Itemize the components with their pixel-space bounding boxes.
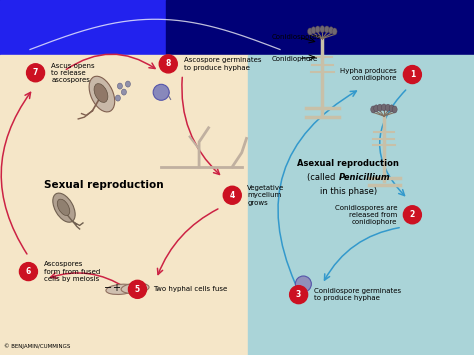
Ellipse shape xyxy=(53,193,75,222)
Ellipse shape xyxy=(89,76,115,112)
Ellipse shape xyxy=(328,27,334,34)
Text: 7: 7 xyxy=(33,68,38,77)
Circle shape xyxy=(290,286,308,304)
Text: 8: 8 xyxy=(165,59,171,69)
Circle shape xyxy=(19,263,37,280)
Ellipse shape xyxy=(374,105,379,112)
Text: Ascospore germinates
to produce hyphae: Ascospore germinates to produce hyphae xyxy=(184,57,262,71)
Text: Conidiospore germinates
to produce hyphae: Conidiospore germinates to produce hypha… xyxy=(314,288,401,301)
Text: 6: 6 xyxy=(26,267,31,276)
Ellipse shape xyxy=(118,83,122,89)
Text: Penicillium: Penicillium xyxy=(338,173,390,182)
Text: Conidiospores are
released from
conidiophore: Conidiospores are released from conidiop… xyxy=(335,204,397,225)
Ellipse shape xyxy=(389,105,394,112)
Bar xyxy=(0,0,474,55)
Text: Conidiophore: Conidiophore xyxy=(271,56,318,61)
Ellipse shape xyxy=(385,104,391,111)
Text: Asexual reproduction: Asexual reproduction xyxy=(298,159,399,168)
Ellipse shape xyxy=(371,106,376,113)
Ellipse shape xyxy=(121,283,149,293)
Ellipse shape xyxy=(315,26,320,33)
Text: +: + xyxy=(112,283,119,293)
Text: Ascus opens
to release
ascospores: Ascus opens to release ascospores xyxy=(51,62,95,83)
Circle shape xyxy=(403,206,421,224)
Ellipse shape xyxy=(332,28,337,35)
Text: Hypha produces
conidiophore: Hypha produces conidiophore xyxy=(340,68,397,81)
Ellipse shape xyxy=(153,84,169,100)
Text: Two hyphal cells fuse: Two hyphal cells fuse xyxy=(153,286,227,292)
Text: 2: 2 xyxy=(410,210,415,219)
Bar xyxy=(166,0,474,55)
Ellipse shape xyxy=(311,27,316,34)
Text: © BENJAMIN/CUMMINGS: © BENJAMIN/CUMMINGS xyxy=(4,343,70,349)
Ellipse shape xyxy=(320,26,325,33)
Circle shape xyxy=(223,186,241,204)
Circle shape xyxy=(159,55,177,73)
Ellipse shape xyxy=(115,95,120,101)
Text: 1: 1 xyxy=(410,70,415,79)
Text: (called: (called xyxy=(308,173,338,182)
Bar xyxy=(248,55,474,355)
Text: Conidiospores: Conidiospores xyxy=(271,34,320,40)
Ellipse shape xyxy=(392,106,397,113)
Text: Vegetative
mycelium
grows: Vegetative mycelium grows xyxy=(247,185,285,206)
Ellipse shape xyxy=(57,199,70,215)
Ellipse shape xyxy=(121,89,127,95)
Text: 5: 5 xyxy=(135,285,140,294)
Circle shape xyxy=(27,64,45,82)
Text: in this phase): in this phase) xyxy=(320,187,377,196)
Circle shape xyxy=(403,66,421,83)
Text: 3: 3 xyxy=(296,290,301,299)
Ellipse shape xyxy=(106,284,136,295)
Text: 4: 4 xyxy=(229,191,235,200)
Text: Sexual reproduction: Sexual reproduction xyxy=(45,180,164,190)
Ellipse shape xyxy=(308,28,312,35)
Circle shape xyxy=(128,280,146,298)
Text: Ascospores
form from fused
cells by meiosis: Ascospores form from fused cells by meio… xyxy=(44,261,100,282)
Ellipse shape xyxy=(377,104,383,111)
Ellipse shape xyxy=(94,83,108,103)
Text: −: − xyxy=(104,283,112,293)
Ellipse shape xyxy=(126,81,130,87)
Ellipse shape xyxy=(324,26,329,33)
Ellipse shape xyxy=(382,104,386,111)
Bar xyxy=(0,55,248,355)
Ellipse shape xyxy=(295,276,311,292)
